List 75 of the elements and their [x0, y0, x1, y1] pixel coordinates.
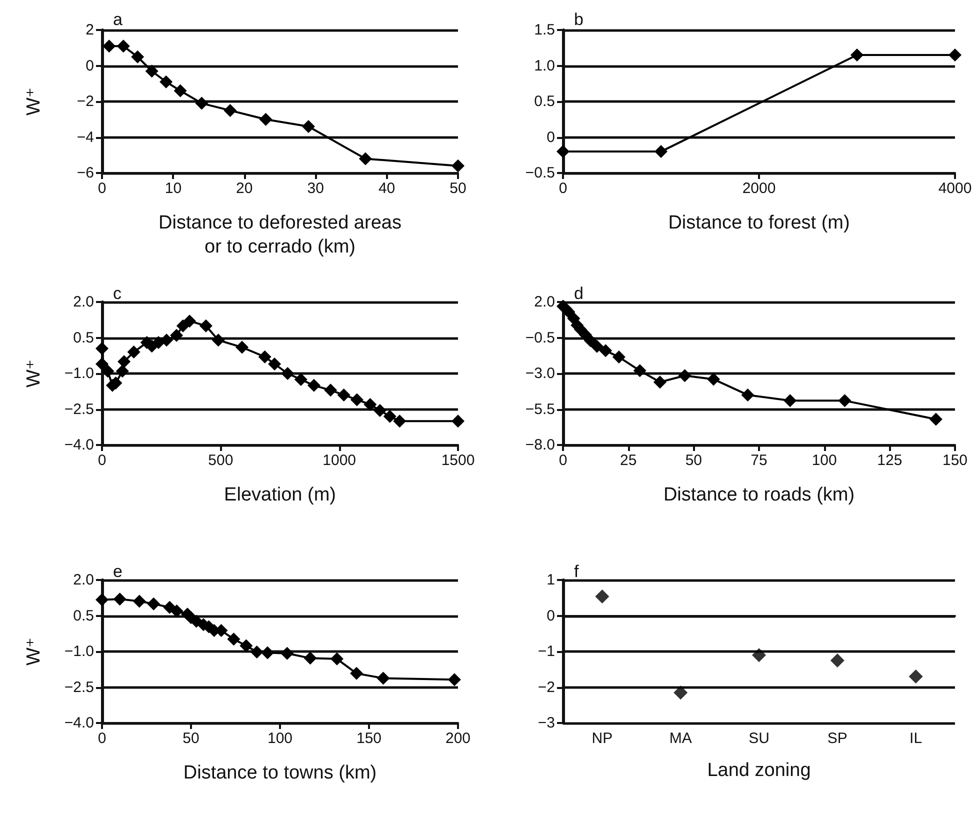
y-tick-label: 2.0	[73, 294, 94, 310]
y-tick-label: −1.0	[64, 643, 94, 660]
x-tick-label: 2000	[742, 180, 776, 197]
x-tick-label: MA	[669, 730, 692, 747]
x-tick-label: 30	[307, 180, 324, 197]
x-tick-label: 100	[812, 452, 837, 469]
chart-title: a	[113, 10, 123, 29]
x-tick-label: 500	[208, 452, 234, 469]
y-tick-label: −5.5	[525, 400, 555, 418]
x-tick-label: 0	[558, 452, 568, 469]
x-tick-label: 0	[98, 452, 106, 469]
y-tick-label: 0.5	[73, 329, 94, 346]
y-tick-label: 1.0	[534, 57, 555, 74]
x-tick-label: 4000	[938, 180, 972, 197]
x-tick-label: SP	[827, 730, 848, 747]
y-tick-label: −2.5	[64, 400, 94, 418]
x-tick-label: 100	[267, 730, 293, 747]
x-tick-label: 0	[558, 180, 568, 197]
x-tick-label: 50	[182, 730, 200, 747]
y-tick-label: 2.0	[73, 572, 94, 588]
y-tick-label: −3.0	[525, 365, 555, 382]
x-tick-label: 150	[356, 730, 382, 747]
y-tick-label: 1	[546, 572, 555, 588]
x-axis-title: Distance to forest (m)	[668, 212, 850, 234]
y-tick-label: 0	[86, 57, 94, 74]
x-tick-label: 150	[942, 452, 968, 469]
x-tick-label: 50	[450, 180, 466, 197]
x-tick-label: IL	[910, 730, 922, 747]
x-tick-label: 0	[98, 180, 106, 197]
y-tick-label: −6	[76, 164, 94, 182]
y-axis-title: W⁺	[24, 638, 44, 666]
x-tick-label: 10	[164, 180, 182, 197]
x-tick-label: 75	[750, 452, 768, 469]
x-axis-title: Distance to roads (km)	[663, 484, 855, 506]
y-tick-label: −8.0	[525, 436, 555, 454]
x-axis-title: Land zoning	[707, 760, 811, 781]
y-tick-label: −1.0	[64, 365, 94, 382]
y-tick-label: 2	[86, 22, 94, 38]
x-tick-label: 25	[620, 452, 637, 469]
y-tick-label: 0	[546, 128, 555, 146]
y-axis-title: W⁺	[24, 88, 44, 116]
y-tick-label: −2	[76, 93, 94, 110]
x-axis-title: Distance to towns (km)	[183, 762, 377, 784]
x-tick-label: 0	[98, 730, 106, 747]
chart-title: e	[113, 562, 122, 581]
chart-title: b	[574, 10, 584, 29]
y-tick-label: −4.0	[64, 436, 94, 454]
chart-title: d	[574, 284, 584, 303]
x-tick-label: 1000	[322, 452, 356, 469]
y-tick-label: −0.5	[525, 329, 555, 346]
y-tick-label: −2	[538, 678, 555, 696]
x-axis-title: Elevation (m)	[224, 484, 336, 506]
x-tick-label: 200	[445, 730, 471, 747]
y-tick-label: −0.5	[525, 164, 555, 182]
y-tick-label: 1.5	[534, 22, 555, 38]
x-tick-label: 1500	[441, 452, 475, 469]
x-tick-label: 40	[378, 180, 396, 197]
chart-title: c	[113, 284, 122, 303]
y-tick-label: −4.0	[64, 714, 94, 732]
chart-title: f	[574, 562, 579, 581]
x-axis-title: Distance to deforested areas or to cerrado (km)	[158, 212, 402, 258]
x-tick-label: 125	[877, 452, 902, 469]
y-axis-title: W⁺	[24, 360, 44, 388]
y-tick-label: 0	[546, 607, 555, 624]
y-tick-label: 0.5	[73, 607, 94, 624]
y-tick-label: 2.0	[534, 294, 555, 310]
x-tick-label: 50	[685, 452, 702, 469]
x-tick-label: 20	[236, 180, 253, 197]
y-tick-label: −4	[76, 128, 94, 146]
y-tick-label: −3	[538, 714, 555, 732]
y-tick-label: 0.5	[534, 93, 555, 110]
y-tick-label: −2.5	[64, 678, 94, 696]
x-tick-label: NP	[592, 730, 613, 747]
y-tick-label: −1	[538, 643, 555, 660]
x-tick-label: SU	[748, 730, 770, 747]
